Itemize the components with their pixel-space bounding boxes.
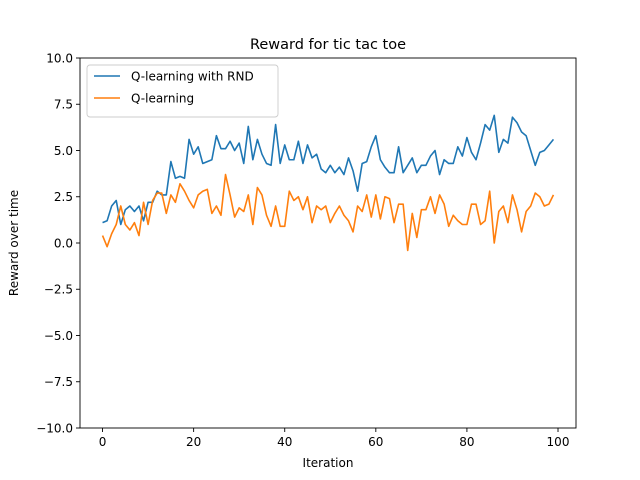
y-axis-label: Reward over time [7,190,21,296]
y-tick-label: 2.5 [54,190,73,204]
y-tick-label: 7.5 [54,98,73,112]
series-line-1 [101,173,555,252]
x-tick-label: 40 [277,435,292,449]
x-tick-label: 0 [99,435,107,449]
legend-label-0: Q-learning with RND [131,69,254,83]
y-tick-label: 0.0 [54,236,73,250]
legend: Q-learning with RND Q-learning [86,64,279,118]
y-axis: −10.0 −7.5 −5.0 −2.5 0.0 2.5 5.0 7.5 10.0 [36,51,80,435]
x-axis: 0 20 40 60 80 100 [99,428,570,449]
x-tick-label: 20 [186,435,201,449]
x-axis-label: Iteration [303,456,354,470]
chart-title: Reward for tic tac toe [250,37,406,53]
y-tick-label: −7.5 [44,375,73,389]
x-tick-label: 100 [547,435,570,449]
legend-label-1: Q-learning [131,91,194,105]
x-tick-label: 60 [368,435,383,449]
series-line-0 [102,114,555,226]
y-tick-label: −10.0 [36,421,73,435]
legend-box [86,64,279,118]
plot-lines [101,114,555,252]
y-tick-label: −2.5 [44,283,73,297]
y-tick-label: 10.0 [46,51,73,65]
y-tick-label: 5.0 [54,144,73,158]
x-tick-label: 80 [459,435,474,449]
y-tick-label: −5.0 [44,329,73,343]
